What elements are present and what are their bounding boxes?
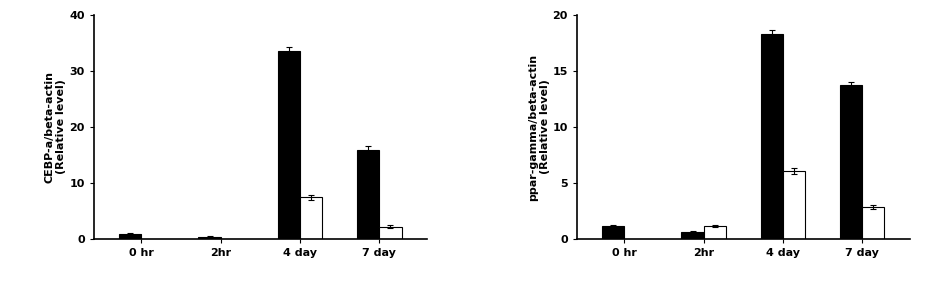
Y-axis label: CEBP-a/beta-actin
(Relative level): CEBP-a/beta-actin (Relative level) <box>45 71 67 183</box>
Bar <box>379 227 401 239</box>
Bar <box>199 237 220 239</box>
Bar <box>357 150 379 239</box>
Bar <box>761 34 783 239</box>
Bar <box>862 207 885 239</box>
Bar <box>300 197 322 239</box>
Y-axis label: ppar-gamma/beta-actin
(Relative level): ppar-gamma/beta-actin (Relative level) <box>528 53 550 201</box>
Bar <box>278 51 300 239</box>
Bar <box>119 234 142 239</box>
Bar <box>783 171 805 239</box>
Bar <box>840 86 862 239</box>
Bar <box>602 226 625 239</box>
Bar <box>704 226 726 239</box>
Bar <box>682 232 704 239</box>
